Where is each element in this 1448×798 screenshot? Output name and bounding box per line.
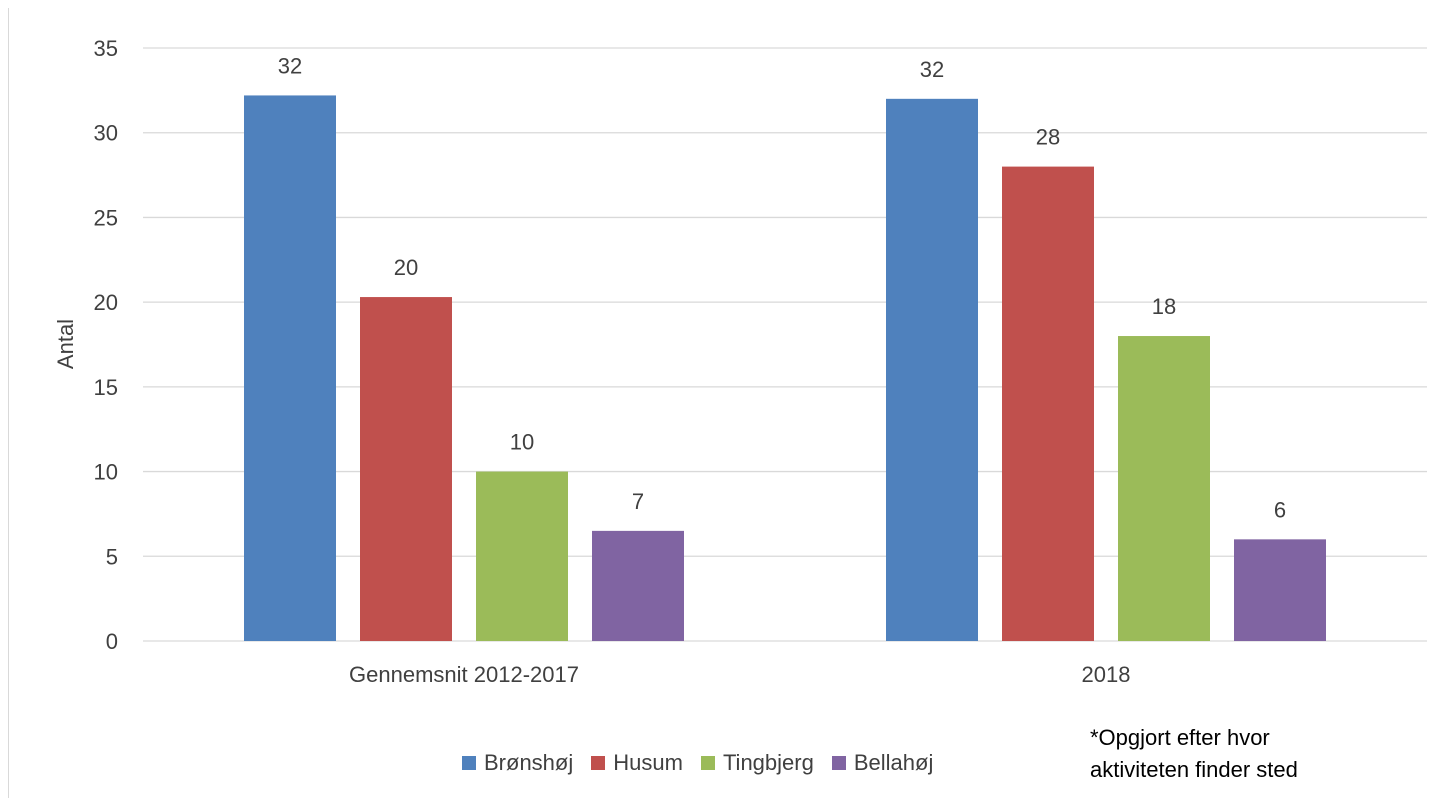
bar-chart: 0 5 10 15 20 25 30 35 Antal 32 20 10 7 32 28 18 6 Genn… [53, 36, 1427, 687]
legend: Brønshøj Husum Tingbjerg Bellahøj [462, 750, 951, 776]
legend-label: Husum [613, 750, 683, 775]
bars: 32 20 10 7 32 28 18 6 [244, 53, 1326, 642]
legend-item: Bellahøj [831, 750, 934, 776]
y-axis-label: Antal [53, 319, 78, 369]
data-label: 7 [632, 489, 644, 514]
data-label: 28 [1036, 125, 1060, 150]
legend-item: Tingbjerg [700, 750, 814, 776]
data-label: 32 [278, 53, 302, 78]
bar [1002, 166, 1094, 641]
footnote-line-1: *Opgjort efter hvor [1090, 725, 1270, 750]
legend-item: Husum [591, 750, 683, 776]
legend-label: Tingbjerg [722, 750, 814, 775]
footnote: *Opgjort efter hvor aktiviteten finder s… [1090, 722, 1298, 786]
bar [476, 471, 568, 641]
legend-swatch [831, 756, 846, 770]
y-tick-label: 35 [94, 36, 118, 61]
bar [360, 297, 452, 641]
bar [592, 530, 684, 641]
y-axis-tick-labels: 0 5 10 15 20 25 30 35 [94, 36, 118, 654]
legend-label: Brønshøj [484, 750, 574, 775]
x-category-label: 2018 [1082, 662, 1131, 687]
data-label: 6 [1274, 497, 1286, 522]
y-tick-label: 25 [94, 205, 118, 230]
left-border-line [8, 8, 9, 798]
footnote-line-2: aktiviteten finder sted [1090, 757, 1298, 782]
gridlines [143, 47, 1427, 642]
x-axis-category-labels: Gennemsnit 2012-2017 2018 [349, 662, 1130, 687]
y-tick-label: 30 [94, 121, 118, 146]
y-tick-label: 15 [94, 375, 118, 400]
legend-swatch [591, 756, 606, 770]
bar [244, 95, 336, 641]
bar [1118, 336, 1210, 641]
data-label: 10 [510, 430, 534, 455]
data-label: 18 [1152, 294, 1176, 319]
data-label: 20 [394, 255, 418, 280]
y-tick-label: 5 [106, 544, 118, 569]
data-label: 32 [920, 57, 944, 82]
y-tick-label: 10 [94, 460, 118, 485]
legend-item: Brønshøj [462, 750, 573, 776]
legend-swatch [700, 756, 715, 770]
bar [1234, 539, 1326, 641]
bar [886, 98, 978, 642]
legend-label: Bellahøj [853, 750, 934, 775]
x-category-label: Gennemsnit 2012-2017 [349, 662, 579, 687]
y-tick-label: 20 [94, 290, 118, 315]
y-tick-label: 0 [106, 629, 118, 654]
legend-swatch [462, 756, 476, 770]
